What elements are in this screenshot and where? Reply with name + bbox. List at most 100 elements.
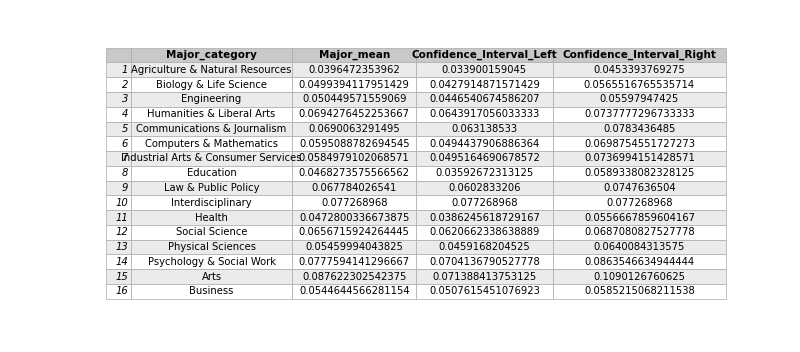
FancyBboxPatch shape	[131, 254, 292, 269]
FancyBboxPatch shape	[292, 240, 416, 254]
Text: 0.077268968: 0.077268968	[321, 198, 387, 208]
Text: 3: 3	[122, 94, 128, 104]
Text: 0.0690063291495: 0.0690063291495	[308, 124, 400, 134]
Text: Major_category: Major_category	[166, 50, 257, 60]
FancyBboxPatch shape	[553, 92, 726, 107]
Text: Communications & Journalism: Communications & Journalism	[137, 124, 286, 134]
Text: 7: 7	[122, 153, 128, 163]
Text: 0.0595088782694545: 0.0595088782694545	[299, 139, 410, 149]
Text: 0.0687080827527778: 0.0687080827527778	[584, 227, 694, 237]
FancyBboxPatch shape	[131, 92, 292, 107]
FancyBboxPatch shape	[131, 240, 292, 254]
Text: 4: 4	[122, 109, 128, 119]
FancyBboxPatch shape	[106, 62, 131, 77]
FancyBboxPatch shape	[106, 240, 131, 254]
Text: Business: Business	[190, 287, 234, 296]
Text: 0.0446540674586207: 0.0446540674586207	[429, 94, 540, 104]
Text: 0.0783436485: 0.0783436485	[603, 124, 675, 134]
FancyBboxPatch shape	[131, 48, 292, 62]
FancyBboxPatch shape	[106, 107, 131, 121]
FancyBboxPatch shape	[106, 269, 131, 284]
Text: Biology & Life Science: Biology & Life Science	[156, 80, 267, 90]
Text: 0.0472800336673875: 0.0472800336673875	[299, 213, 410, 222]
Text: 0.03592672313125: 0.03592672313125	[435, 168, 534, 178]
FancyBboxPatch shape	[106, 92, 131, 107]
Text: 0.0736994151428571: 0.0736994151428571	[584, 153, 695, 163]
FancyBboxPatch shape	[553, 195, 726, 210]
Text: 0.0556667859604167: 0.0556667859604167	[584, 213, 695, 222]
Text: 0.0698754551727273: 0.0698754551727273	[584, 139, 695, 149]
FancyBboxPatch shape	[292, 210, 416, 225]
Text: 0.0643917056033333: 0.0643917056033333	[430, 109, 539, 119]
FancyBboxPatch shape	[416, 107, 553, 121]
Text: 0.0620662338638889: 0.0620662338638889	[430, 227, 539, 237]
FancyBboxPatch shape	[131, 136, 292, 151]
Text: 0.0565516765535714: 0.0565516765535714	[584, 80, 695, 90]
FancyBboxPatch shape	[106, 284, 131, 299]
FancyBboxPatch shape	[553, 166, 726, 181]
FancyBboxPatch shape	[416, 166, 553, 181]
Text: 0.05597947425: 0.05597947425	[600, 94, 679, 104]
Text: 0.0494437906886364: 0.0494437906886364	[430, 139, 539, 149]
Text: Industrial Arts & Consumer Services: Industrial Arts & Consumer Services	[122, 153, 302, 163]
FancyBboxPatch shape	[131, 62, 292, 77]
FancyBboxPatch shape	[292, 62, 416, 77]
Text: 0.071388413753125: 0.071388413753125	[432, 272, 537, 282]
Text: 0.0468273575566562: 0.0468273575566562	[298, 168, 410, 178]
Text: Interdisciplinary: Interdisciplinary	[171, 198, 252, 208]
FancyBboxPatch shape	[292, 181, 416, 195]
FancyBboxPatch shape	[292, 48, 416, 62]
Text: 0.033900159045: 0.033900159045	[442, 65, 527, 75]
FancyBboxPatch shape	[131, 121, 292, 136]
FancyBboxPatch shape	[131, 210, 292, 225]
FancyBboxPatch shape	[292, 284, 416, 299]
Text: 0.067784026541: 0.067784026541	[311, 183, 397, 193]
FancyBboxPatch shape	[416, 195, 553, 210]
FancyBboxPatch shape	[131, 166, 292, 181]
Text: 0.087622302542375: 0.087622302542375	[302, 272, 406, 282]
Text: 0.0584979102068571: 0.0584979102068571	[299, 153, 410, 163]
FancyBboxPatch shape	[292, 107, 416, 121]
FancyBboxPatch shape	[131, 151, 292, 166]
FancyBboxPatch shape	[106, 210, 131, 225]
Text: 0.0863546634944444: 0.0863546634944444	[584, 257, 694, 267]
FancyBboxPatch shape	[416, 136, 553, 151]
FancyBboxPatch shape	[416, 210, 553, 225]
Text: 0.05459994043825: 0.05459994043825	[306, 242, 403, 252]
FancyBboxPatch shape	[553, 48, 726, 62]
FancyBboxPatch shape	[416, 284, 553, 299]
Text: 0.077268968: 0.077268968	[606, 198, 673, 208]
FancyBboxPatch shape	[292, 92, 416, 107]
FancyBboxPatch shape	[416, 269, 553, 284]
FancyBboxPatch shape	[416, 240, 553, 254]
FancyBboxPatch shape	[106, 48, 131, 62]
Text: 16: 16	[115, 287, 128, 296]
Text: 15: 15	[115, 272, 128, 282]
FancyBboxPatch shape	[416, 77, 553, 92]
FancyBboxPatch shape	[106, 254, 131, 269]
FancyBboxPatch shape	[553, 269, 726, 284]
Text: 10: 10	[115, 198, 128, 208]
Text: Health: Health	[195, 213, 228, 222]
Text: Humanities & Liberal Arts: Humanities & Liberal Arts	[147, 109, 276, 119]
Text: 0.0704136790527778: 0.0704136790527778	[429, 257, 540, 267]
FancyBboxPatch shape	[292, 151, 416, 166]
Text: 13: 13	[115, 242, 128, 252]
Text: 0.0453393769275: 0.0453393769275	[594, 65, 686, 75]
FancyBboxPatch shape	[131, 284, 292, 299]
FancyBboxPatch shape	[131, 225, 292, 240]
Text: 0.0656715924264445: 0.0656715924264445	[298, 227, 410, 237]
Text: Education: Education	[186, 168, 237, 178]
Text: Law & Public Policy: Law & Public Policy	[164, 183, 259, 193]
Text: Engineering: Engineering	[182, 94, 242, 104]
Text: 0.0589338082328125: 0.0589338082328125	[584, 168, 694, 178]
FancyBboxPatch shape	[553, 151, 726, 166]
Text: 0.0544644566281154: 0.0544644566281154	[299, 287, 410, 296]
Text: Confidence_Interval_Right: Confidence_Interval_Right	[562, 50, 716, 60]
Text: Major_mean: Major_mean	[318, 50, 390, 60]
Text: 0.063138533: 0.063138533	[451, 124, 518, 134]
Text: 0.0386245618729167: 0.0386245618729167	[429, 213, 540, 222]
Text: 0.0499394117951429: 0.0499394117951429	[298, 80, 410, 90]
FancyBboxPatch shape	[553, 77, 726, 92]
Text: Social Science: Social Science	[176, 227, 247, 237]
